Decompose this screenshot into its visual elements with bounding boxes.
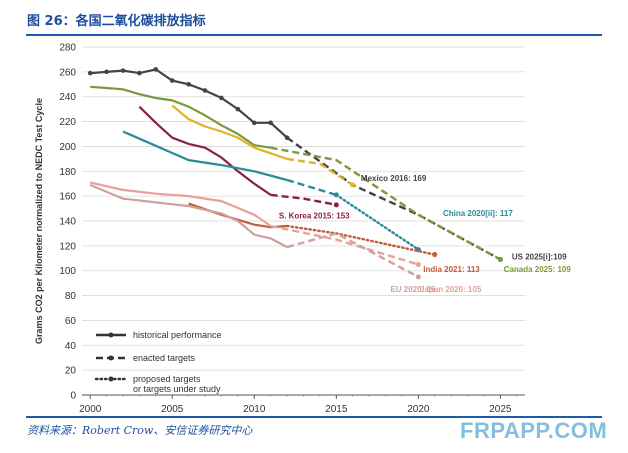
figure-title: 图 26：各国二氧化碳排放指标	[27, 14, 206, 29]
y-axis-label: Grams CO2 per Kilometer normalized to NE…	[34, 98, 44, 344]
point-us	[153, 67, 159, 72]
legend-historical-marker	[108, 332, 114, 338]
figure-header: 图 26：各国二氧化碳排放指标	[0, 0, 628, 36]
series-canada-enacted	[270, 146, 501, 261]
annotation-korea: S. Korea 2015: 153	[279, 212, 350, 221]
series-us-historical	[90, 68, 288, 139]
x-tick-label: 2000	[79, 404, 102, 415]
x-tick-label: 2020	[407, 404, 430, 415]
y-tick-label: 260	[59, 67, 76, 78]
source-note: 资料来源：Robert Crow、安信证券研究中心	[27, 424, 253, 437]
annotation-eu: EU 2020: 95	[390, 285, 435, 294]
series-s-korea-enacted	[270, 193, 337, 206]
y-tick-label: 20	[65, 366, 77, 377]
series-china-proposed	[335, 193, 420, 251]
annotation-canada: Canada 2025: 109	[504, 265, 572, 274]
point-us	[87, 70, 93, 76]
point-us	[104, 69, 109, 75]
y-tick-label: 80	[65, 291, 77, 302]
point-us	[202, 88, 208, 93]
legend: historical performance enacted targets pro…	[94, 330, 222, 394]
annotation-japan: Japan 2020: 105	[420, 285, 482, 294]
x-tick-label: 2005	[161, 404, 184, 415]
series-india-proposed	[285, 224, 436, 256]
legend-enacted-label: enacted targets	[133, 353, 196, 363]
axes: 0 20 40 60 80 100 120 140 160 180 200 220 240 260 280 2…	[34, 43, 525, 415]
y-tick-label: 60	[65, 316, 77, 327]
emissions-chart: 0 20 40 60 80 100 120 140 160 180 200 220 240 260 280 2…	[34, 43, 571, 416]
series-canada-historical	[90, 85, 271, 149]
point-us	[251, 120, 257, 126]
point-us	[169, 78, 175, 83]
y-tick-label: 0	[70, 391, 76, 402]
series-china-enacted	[286, 178, 337, 197]
x-tick-label: 2025	[489, 404, 512, 415]
series-eu-historical	[89, 183, 288, 249]
point-us	[186, 81, 191, 87]
y-tick-label: 140	[59, 217, 76, 228]
series-mexico-historical	[171, 104, 288, 160]
annotation-china: China 2020[ii]: 117	[443, 209, 513, 218]
target-india-proposed	[432, 252, 438, 258]
watermark: FRPAPP.COM	[460, 418, 608, 443]
y-tick-label: 40	[65, 341, 77, 352]
point-us	[268, 120, 273, 126]
point-us	[120, 68, 126, 73]
annotation-mexico: Mexico 2016: 169	[361, 174, 427, 183]
y-tick-label: 220	[59, 117, 76, 128]
annotation-india: India 2021: 113	[423, 265, 480, 274]
x-tick-label: 2015	[325, 404, 348, 415]
grid-lines	[82, 46, 525, 396]
point-us	[219, 95, 224, 101]
footer-divider	[26, 416, 602, 418]
y-tick-label: 120	[59, 241, 76, 252]
y-tick-label: 100	[59, 266, 76, 277]
target-mexico	[350, 182, 356, 188]
y-tick-label: 280	[59, 43, 76, 54]
series-mexico-enacted	[286, 157, 354, 187]
series-china-historical	[122, 130, 288, 182]
target-japan	[415, 262, 421, 267]
y-tick-label: 200	[59, 142, 76, 153]
legend-historical-label: historical performance	[133, 330, 222, 340]
point-us	[235, 106, 241, 112]
target-s-korea	[333, 202, 339, 208]
series-japan-historical	[89, 181, 272, 227]
x-tick-label: 2010	[243, 404, 266, 415]
target-canada	[497, 257, 503, 263]
target-eu	[415, 274, 421, 280]
annotations: Mexico 2016: 169 China 2020[ii]: 117 S. Ko…	[279, 174, 571, 294]
series-layer	[87, 67, 503, 280]
legend-enacted-marker	[108, 355, 114, 361]
legend-proposed-label-1: proposed targets	[133, 374, 201, 384]
y-tick-label: 160	[59, 192, 76, 203]
annotation-us: US 2025[i]:109	[512, 253, 567, 262]
series-eu-enacted	[286, 232, 419, 278]
point-us	[137, 70, 142, 76]
legend-proposed-marker	[108, 376, 114, 382]
series-japan-enacted	[270, 224, 419, 266]
legend-proposed-label-2: or targets under study	[133, 384, 221, 394]
y-tick-label: 180	[59, 167, 76, 178]
y-tick-label: 240	[59, 92, 76, 103]
header-divider	[26, 34, 602, 36]
series-s-korea-historical	[138, 105, 272, 196]
